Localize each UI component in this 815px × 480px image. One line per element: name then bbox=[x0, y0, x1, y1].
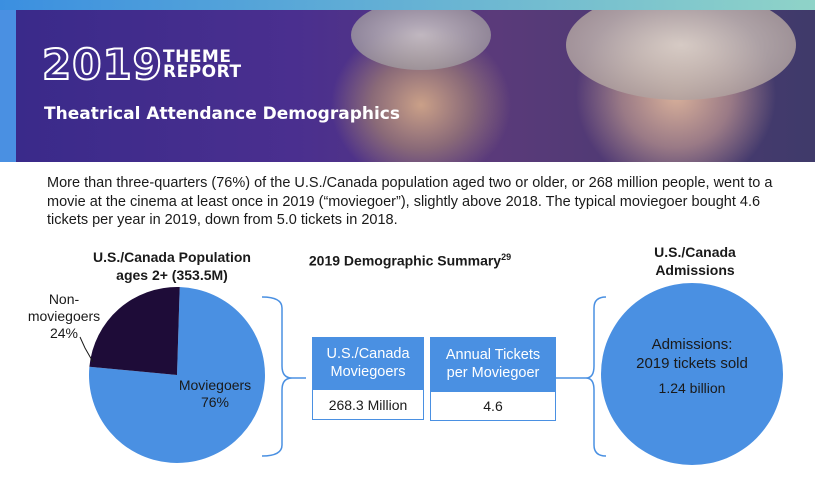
non-label-line-2: moviegoers bbox=[27, 308, 101, 324]
tickets-value: 4.6 bbox=[483, 398, 503, 414]
pie-slice-moviegoers bbox=[88, 287, 265, 463]
summary-heading: 2019 Demographic Summary29 bbox=[290, 248, 530, 270]
admissions-heading-line-1: U.S./Canada bbox=[654, 244, 736, 260]
left-bracket bbox=[261, 296, 293, 457]
moviegoers-title-box: U.S./Canada Moviegoers bbox=[312, 337, 424, 389]
tickets-title-line-1: Annual Tickets bbox=[445, 347, 541, 363]
admissions-heading-line-2: Admissions bbox=[655, 262, 735, 278]
theme-line-2: REPORT bbox=[163, 62, 242, 82]
admissions-label-line-2: 2019 tickets sold bbox=[636, 355, 748, 372]
population-heading: U.S./Canada Population ages 2+ (353.5M) bbox=[72, 248, 272, 284]
banner-photo-man bbox=[351, 10, 491, 70]
non-label-line-1: Non- bbox=[48, 291, 80, 307]
report-year: 2019 bbox=[41, 40, 163, 89]
theme-line-1: THEME bbox=[163, 47, 232, 67]
header-banner: 2019 THEME REPORT Theatrical Attendance … bbox=[16, 10, 815, 162]
moviegoers-label: Moviegoers 76% bbox=[170, 377, 260, 411]
tickets-title-line-2: per Moviegoer bbox=[446, 365, 540, 381]
moviegoers-label-name: Moviegoers bbox=[178, 377, 252, 393]
moviegoers-label-pct: 76% bbox=[200, 394, 230, 410]
admissions-label-line-1: Admissions: bbox=[651, 336, 733, 353]
report-theme-title: THEME REPORT bbox=[163, 47, 242, 82]
non-label-pct: 24% bbox=[49, 325, 79, 341]
population-heading-line-1: U.S./Canada Population bbox=[93, 249, 251, 265]
banner-subtitle: Theatrical Attendance Demographics bbox=[44, 104, 400, 124]
moviegoers-title-line-1: U.S./Canada bbox=[326, 346, 410, 362]
left-accent-bar bbox=[0, 10, 16, 162]
moviegoers-value: 268.3 Million bbox=[328, 396, 408, 413]
admissions-heading: U.S./Canada Admissions bbox=[620, 243, 770, 279]
moviegoers-value-box: 268.3 Million bbox=[312, 389, 424, 420]
moviegoers-title-line-2: Moviegoers bbox=[330, 364, 406, 380]
summary-heading-text: 2019 Demographic Summary bbox=[308, 252, 502, 269]
admissions-circle bbox=[601, 283, 783, 465]
intro-paragraph: More than three-quarters (76%) of the U.… bbox=[47, 175, 773, 228]
top-accent-strip bbox=[0, 0, 815, 10]
non-moviegoers-label: Non- moviegoers 24% bbox=[24, 291, 104, 342]
tickets-title-box: Annual Tickets per Moviegoer bbox=[430, 337, 556, 391]
banner-photo-woman bbox=[566, 10, 796, 100]
admissions-label: Admissions: 2019 tickets sold bbox=[611, 335, 773, 373]
tickets-value-box: 4.6 bbox=[430, 391, 556, 421]
admissions-value: 1.24 billion bbox=[658, 380, 726, 396]
population-heading-line-2: ages 2+ (353.5M) bbox=[116, 267, 228, 283]
summary-footnote: 29 bbox=[501, 252, 512, 262]
